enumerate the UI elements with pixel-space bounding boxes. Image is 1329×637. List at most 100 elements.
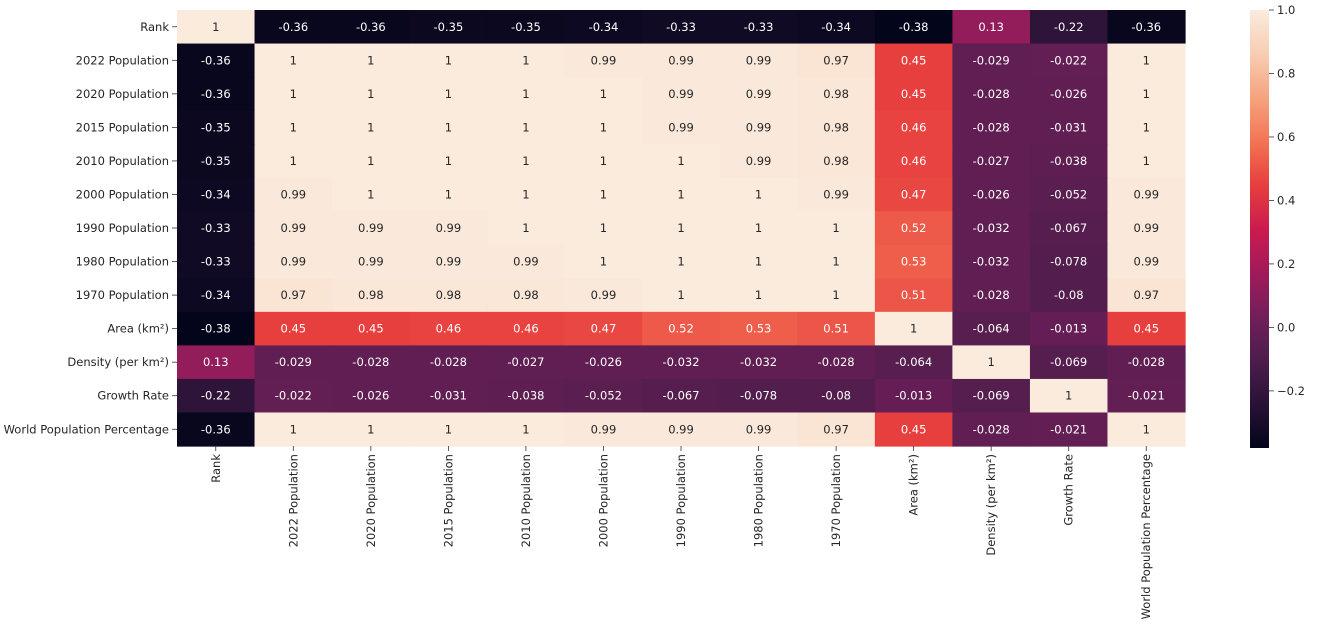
cell-value-label: -0.052 [585, 389, 622, 403]
heatmap-cell [1029, 77, 1109, 112]
heatmap-cell [1029, 110, 1109, 145]
y-tick-label: Area (km²) [107, 322, 169, 336]
heatmap-cell [874, 43, 953, 78]
heatmap-cell [642, 311, 721, 346]
cell-value-label: 0.97 [823, 53, 849, 67]
heatmap-cell [254, 77, 333, 112]
cell-value-label: -0.021 [1128, 389, 1165, 403]
cell-value-label: -0.22 [201, 389, 231, 403]
x-tick-label: 2022 Population [286, 454, 300, 547]
heatmap-cell [177, 110, 256, 145]
heatmap-cell [409, 412, 488, 447]
heatmap-cell [719, 43, 798, 78]
y-tick-label: World Population Percentage [4, 422, 169, 436]
cell-value-label: -0.026 [1050, 87, 1087, 101]
cell-value-label: -0.36 [201, 53, 231, 67]
colorbar-tick-label: −0.2 [1277, 384, 1305, 398]
cell-value-label: 0.99 [746, 154, 772, 168]
heatmap-cell [797, 177, 876, 212]
cell-value-label: -0.36 [1131, 20, 1161, 34]
heatmap-cell [409, 10, 488, 45]
heatmap-cell [719, 144, 798, 179]
heatmap-cell [564, 177, 643, 212]
cell-value-label: 0.99 [668, 422, 694, 436]
heatmap-cell [1029, 244, 1109, 279]
cell-value-label: 0.98 [823, 154, 849, 168]
x-tick-label: World Population Percentage [1139, 454, 1153, 619]
heatmap-cell [952, 144, 1031, 179]
cell-value-label: -0.028 [1128, 355, 1165, 369]
cell-value-label: 1 [522, 120, 529, 134]
cell-value-label: -0.35 [201, 154, 231, 168]
x-tick-label: Density (per km²) [984, 454, 998, 556]
cell-value-label: 1 [1143, 120, 1150, 134]
cell-value-label: -0.064 [895, 355, 932, 369]
cell-value-label: 1 [600, 87, 607, 101]
cell-value-label: -0.33 [744, 20, 774, 34]
heatmap-cell [564, 144, 643, 179]
heatmap-cell [1029, 144, 1109, 179]
cell-value-label: -0.022 [275, 389, 312, 403]
cell-value-label: 1 [1143, 87, 1150, 101]
cell-value-label: 0.46 [901, 154, 927, 168]
heatmap-cell [952, 10, 1031, 45]
cell-value-label: 0.99 [591, 422, 617, 436]
heatmap-cell [719, 311, 798, 346]
heatmap-cell [409, 177, 488, 212]
heatmap-cell [409, 378, 488, 414]
heatmap-cell [332, 278, 411, 313]
heatmap-cell [177, 345, 256, 380]
cell-value-label: 0.99 [358, 221, 384, 235]
cell-value-label: -0.052 [1050, 187, 1087, 201]
x-tick-label: Area (km²) [907, 454, 921, 516]
heatmap-cell [332, 378, 411, 414]
heatmap-cell [1107, 311, 1186, 346]
heatmap-cell [1107, 43, 1186, 78]
heatmap-cell [874, 378, 953, 414]
heatmap-cell [719, 77, 798, 112]
cell-value-label: 1 [755, 288, 762, 302]
heatmap-cell [177, 144, 256, 179]
heatmap-cell [1029, 412, 1109, 447]
heatmap-cell [177, 211, 256, 246]
heatmap-cell [642, 110, 721, 145]
cell-value-label: -0.029 [275, 355, 312, 369]
y-tick-label: 2010 Population [76, 154, 169, 168]
heatmap-cell [797, 345, 876, 380]
heatmap-cell [254, 311, 333, 346]
cell-value-label: 1 [1143, 154, 1150, 168]
heatmap-cell [177, 378, 256, 414]
heatmap-cell [797, 77, 876, 112]
cell-value-label: -0.027 [973, 154, 1010, 168]
heatmap-cell [564, 211, 643, 246]
heatmap-cell [487, 177, 566, 212]
cell-value-label: -0.33 [201, 255, 231, 269]
y-tick-label: 1990 Population [76, 221, 169, 235]
cell-value-label: 0.99 [281, 255, 307, 269]
cell-value-label: 1 [600, 255, 607, 269]
colorbar-tick-label: 0.0 [1277, 320, 1295, 334]
heatmap-cell [952, 345, 1031, 380]
x-tick-label: 2000 Population [596, 454, 610, 547]
cell-value-label: 0.45 [358, 322, 384, 336]
cell-value-label: 1 [290, 87, 297, 101]
heatmap-cell [487, 77, 566, 112]
heatmap-cell [797, 278, 876, 313]
heatmap-cell [952, 311, 1031, 346]
cell-value-label: 0.99 [1133, 187, 1159, 201]
heatmap-cell [254, 10, 333, 45]
heatmap-cell [874, 244, 953, 279]
heatmap-cell [332, 311, 411, 346]
heatmap-cell [1107, 110, 1186, 145]
heatmap-cell [642, 177, 721, 212]
cell-value-label: 0.99 [1133, 255, 1159, 269]
cell-value-label: 0.46 [513, 322, 539, 336]
cell-value-label: 1 [445, 154, 452, 168]
heatmap-cell [564, 77, 643, 112]
colorbar-tick-label: 1.0 [1277, 3, 1295, 17]
heatmap-cell [409, 43, 488, 78]
cell-value-label: 0.97 [281, 288, 307, 302]
heatmap-cell [564, 110, 643, 145]
cell-value-label: -0.031 [1050, 120, 1087, 134]
